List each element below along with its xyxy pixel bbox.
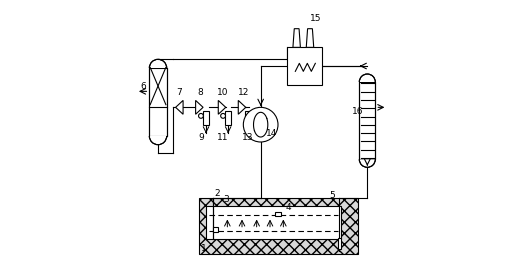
Text: 4: 4 [286, 203, 292, 212]
Bar [203, 111, 209, 125]
Bar [338, 238, 341, 249]
Bar [225, 111, 231, 125]
Text: 16: 16 [352, 107, 364, 116]
Polygon shape [218, 100, 226, 114]
Bar [213, 227, 218, 232]
Text: 3: 3 [223, 195, 229, 204]
Polygon shape [293, 29, 301, 47]
Circle shape [221, 113, 226, 118]
Text: 5: 5 [330, 191, 336, 200]
Wedge shape [359, 159, 375, 167]
Text: 1: 1 [201, 244, 206, 253]
Text: 2: 2 [214, 189, 220, 199]
Polygon shape [196, 100, 203, 114]
Text: 13: 13 [242, 133, 254, 143]
Polygon shape [238, 100, 246, 114]
Wedge shape [149, 136, 167, 145]
Text: 10: 10 [217, 88, 229, 97]
Text: 9: 9 [198, 133, 204, 143]
Text: 7: 7 [176, 88, 182, 97]
Polygon shape [176, 100, 183, 114]
Circle shape [198, 113, 203, 118]
Text: 8: 8 [198, 88, 204, 97]
Text: 6: 6 [140, 81, 146, 91]
Text: 12: 12 [238, 88, 249, 97]
Bar [359, 82, 375, 159]
Wedge shape [359, 74, 375, 82]
Text: 14: 14 [265, 129, 277, 139]
Bar [245, 111, 249, 125]
Circle shape [243, 107, 278, 142]
Bar [275, 212, 281, 216]
Bar [149, 68, 167, 136]
Bar [200, 198, 358, 254]
Text: 11: 11 [217, 133, 229, 143]
Text: 15: 15 [310, 13, 321, 23]
Polygon shape [306, 29, 314, 47]
Bar [206, 206, 340, 239]
Wedge shape [149, 59, 167, 68]
Bar [287, 47, 322, 85]
